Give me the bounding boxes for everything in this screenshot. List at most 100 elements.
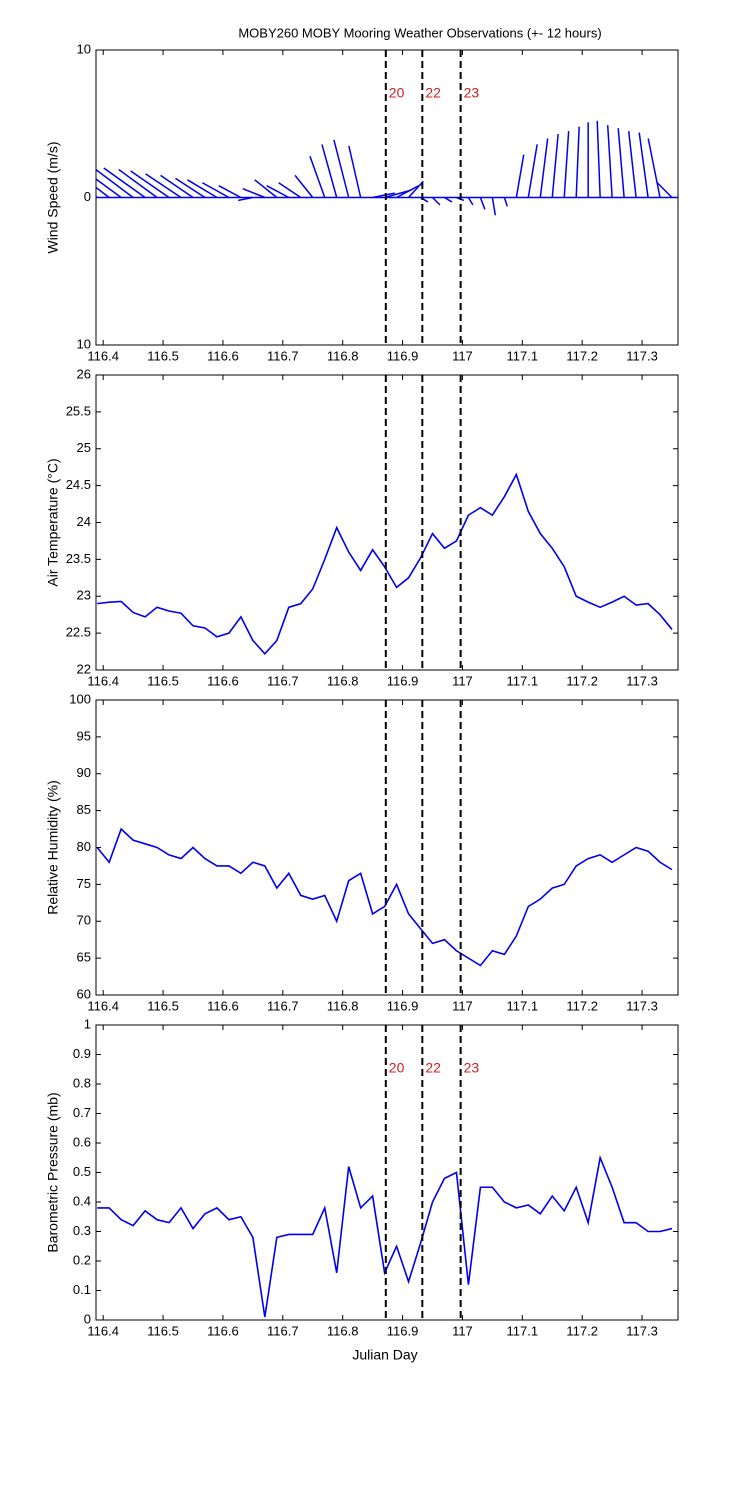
wind-stick xyxy=(527,144,538,198)
y-axis-label: Relative Humidity (%) xyxy=(45,780,61,915)
y-tick-label: 80 xyxy=(77,839,91,854)
data-line xyxy=(96,827,673,967)
y-tick-label: 22 xyxy=(77,661,91,676)
wind-stick xyxy=(254,179,278,199)
wind-stick xyxy=(160,174,194,199)
x-tick-label: 116.4 xyxy=(87,998,119,1013)
wind-stick xyxy=(467,197,474,206)
y-tick-label: 22.5 xyxy=(66,625,91,640)
wind-stick xyxy=(96,186,110,199)
wind-stick xyxy=(647,138,661,198)
y-tick-label: 10 xyxy=(77,41,91,56)
x-tick-label: 117 xyxy=(452,998,473,1013)
x-tick-label: 117.1 xyxy=(507,1323,539,1338)
y-tick-label: 0.5 xyxy=(73,1164,91,1179)
plot-frame xyxy=(95,1024,679,1321)
x-tick-label: 117.3 xyxy=(626,348,658,363)
x-tick-label: 117.1 xyxy=(507,998,539,1013)
plot-marks xyxy=(97,1154,673,1318)
x-tick-label: 117.1 xyxy=(507,673,539,688)
event-label: 22 xyxy=(425,85,441,101)
x-tick-label: 116.4 xyxy=(87,1323,119,1338)
chart-title: MOBY260 MOBY Mooring Weather Observation… xyxy=(238,25,601,40)
x-tick-label: 116.9 xyxy=(387,1323,419,1338)
x-tick-label: 117.3 xyxy=(626,998,658,1013)
wind-stick xyxy=(606,125,613,198)
y-tick-label: 0.1 xyxy=(73,1282,91,1297)
x-tick-label: 116.8 xyxy=(327,348,359,363)
wind-stick xyxy=(396,185,420,199)
wind-stick xyxy=(503,197,509,207)
wind-stick xyxy=(278,182,302,199)
wind-stick xyxy=(627,131,637,198)
y-tick-label: 0.4 xyxy=(73,1193,91,1208)
x-tick-label: 116.9 xyxy=(387,673,419,688)
y-axis-label: Wind Speed (m/s) xyxy=(45,141,61,253)
wind-stick xyxy=(656,182,673,199)
event-label: 23 xyxy=(464,85,480,101)
y-tick-label: 95 xyxy=(77,728,91,743)
wind-stick xyxy=(491,197,497,216)
wind-stick xyxy=(309,155,326,198)
x-tick-label: 117 xyxy=(452,1323,473,1338)
x-tick-label: 117.3 xyxy=(626,673,658,688)
wind-stick xyxy=(617,128,625,198)
y-tick-label: 24.5 xyxy=(66,477,91,492)
y-axis-label: Air Temperature (°C) xyxy=(45,458,61,586)
x-tick-label: 116.5 xyxy=(147,1323,179,1338)
x-axis-label: Julian Day xyxy=(352,1347,417,1363)
x-tick-label: 116.5 xyxy=(147,998,179,1013)
x-tick-label: 116.6 xyxy=(207,348,239,363)
wind-stick xyxy=(175,177,206,199)
plot-area xyxy=(96,700,678,995)
wind-stick xyxy=(551,134,559,198)
x-tick-label: 116.7 xyxy=(267,673,299,688)
y-tick-label: 0.9 xyxy=(73,1046,91,1061)
plot-frame xyxy=(95,699,679,996)
wind-stick xyxy=(130,170,170,199)
plot-marks xyxy=(97,472,673,655)
x-tick-label: 116.9 xyxy=(387,348,419,363)
x-tick-label: 116.8 xyxy=(327,998,359,1013)
x-tick-label: 116.6 xyxy=(207,998,239,1013)
wind-stick xyxy=(118,168,158,199)
y-tick-label: 25 xyxy=(77,440,91,455)
wind-stick xyxy=(333,139,350,198)
plot-frame xyxy=(95,374,679,671)
event-label: 20 xyxy=(389,85,405,101)
y-tick-label: 10 xyxy=(77,336,91,351)
plot-marks xyxy=(96,827,673,967)
x-tick-label: 116.6 xyxy=(207,673,239,688)
wind-stick xyxy=(638,132,649,198)
y-tick-label: 85 xyxy=(77,802,91,817)
x-tick-label: 117 xyxy=(452,673,473,688)
y-tick-label: 24 xyxy=(77,514,91,529)
x-tick-label: 117.2 xyxy=(566,998,598,1013)
y-tick-label: 100 xyxy=(69,691,91,706)
event-label: 20 xyxy=(389,1060,405,1076)
y-tick-label: 0.8 xyxy=(73,1075,91,1090)
x-tick-label: 116.7 xyxy=(267,1323,299,1338)
x-tick-label: 116.7 xyxy=(267,998,299,1013)
wind-stick xyxy=(515,154,525,198)
y-tick-label: 65 xyxy=(77,950,91,965)
x-tick-label: 117.1 xyxy=(507,348,539,363)
wind-stick xyxy=(218,185,242,199)
x-tick-label: 116.5 xyxy=(147,673,179,688)
x-tick-label: 116.7 xyxy=(267,348,299,363)
x-tick-label: 116.4 xyxy=(87,673,119,688)
plot-frame xyxy=(95,49,679,346)
y-tick-label: 0 xyxy=(84,189,91,204)
wind-stick xyxy=(266,185,290,199)
y-tick-label: 23 xyxy=(77,588,91,603)
wind-stick xyxy=(431,196,441,206)
x-tick-label: 116.6 xyxy=(207,1323,239,1338)
plot-marks xyxy=(96,120,678,216)
y-tick-label: 25.5 xyxy=(66,403,91,418)
x-tick-label: 116.8 xyxy=(327,1323,359,1338)
x-tick-label: 116.8 xyxy=(327,673,359,688)
y-tick-label: 26 xyxy=(77,366,91,381)
wind-stick xyxy=(96,178,122,199)
